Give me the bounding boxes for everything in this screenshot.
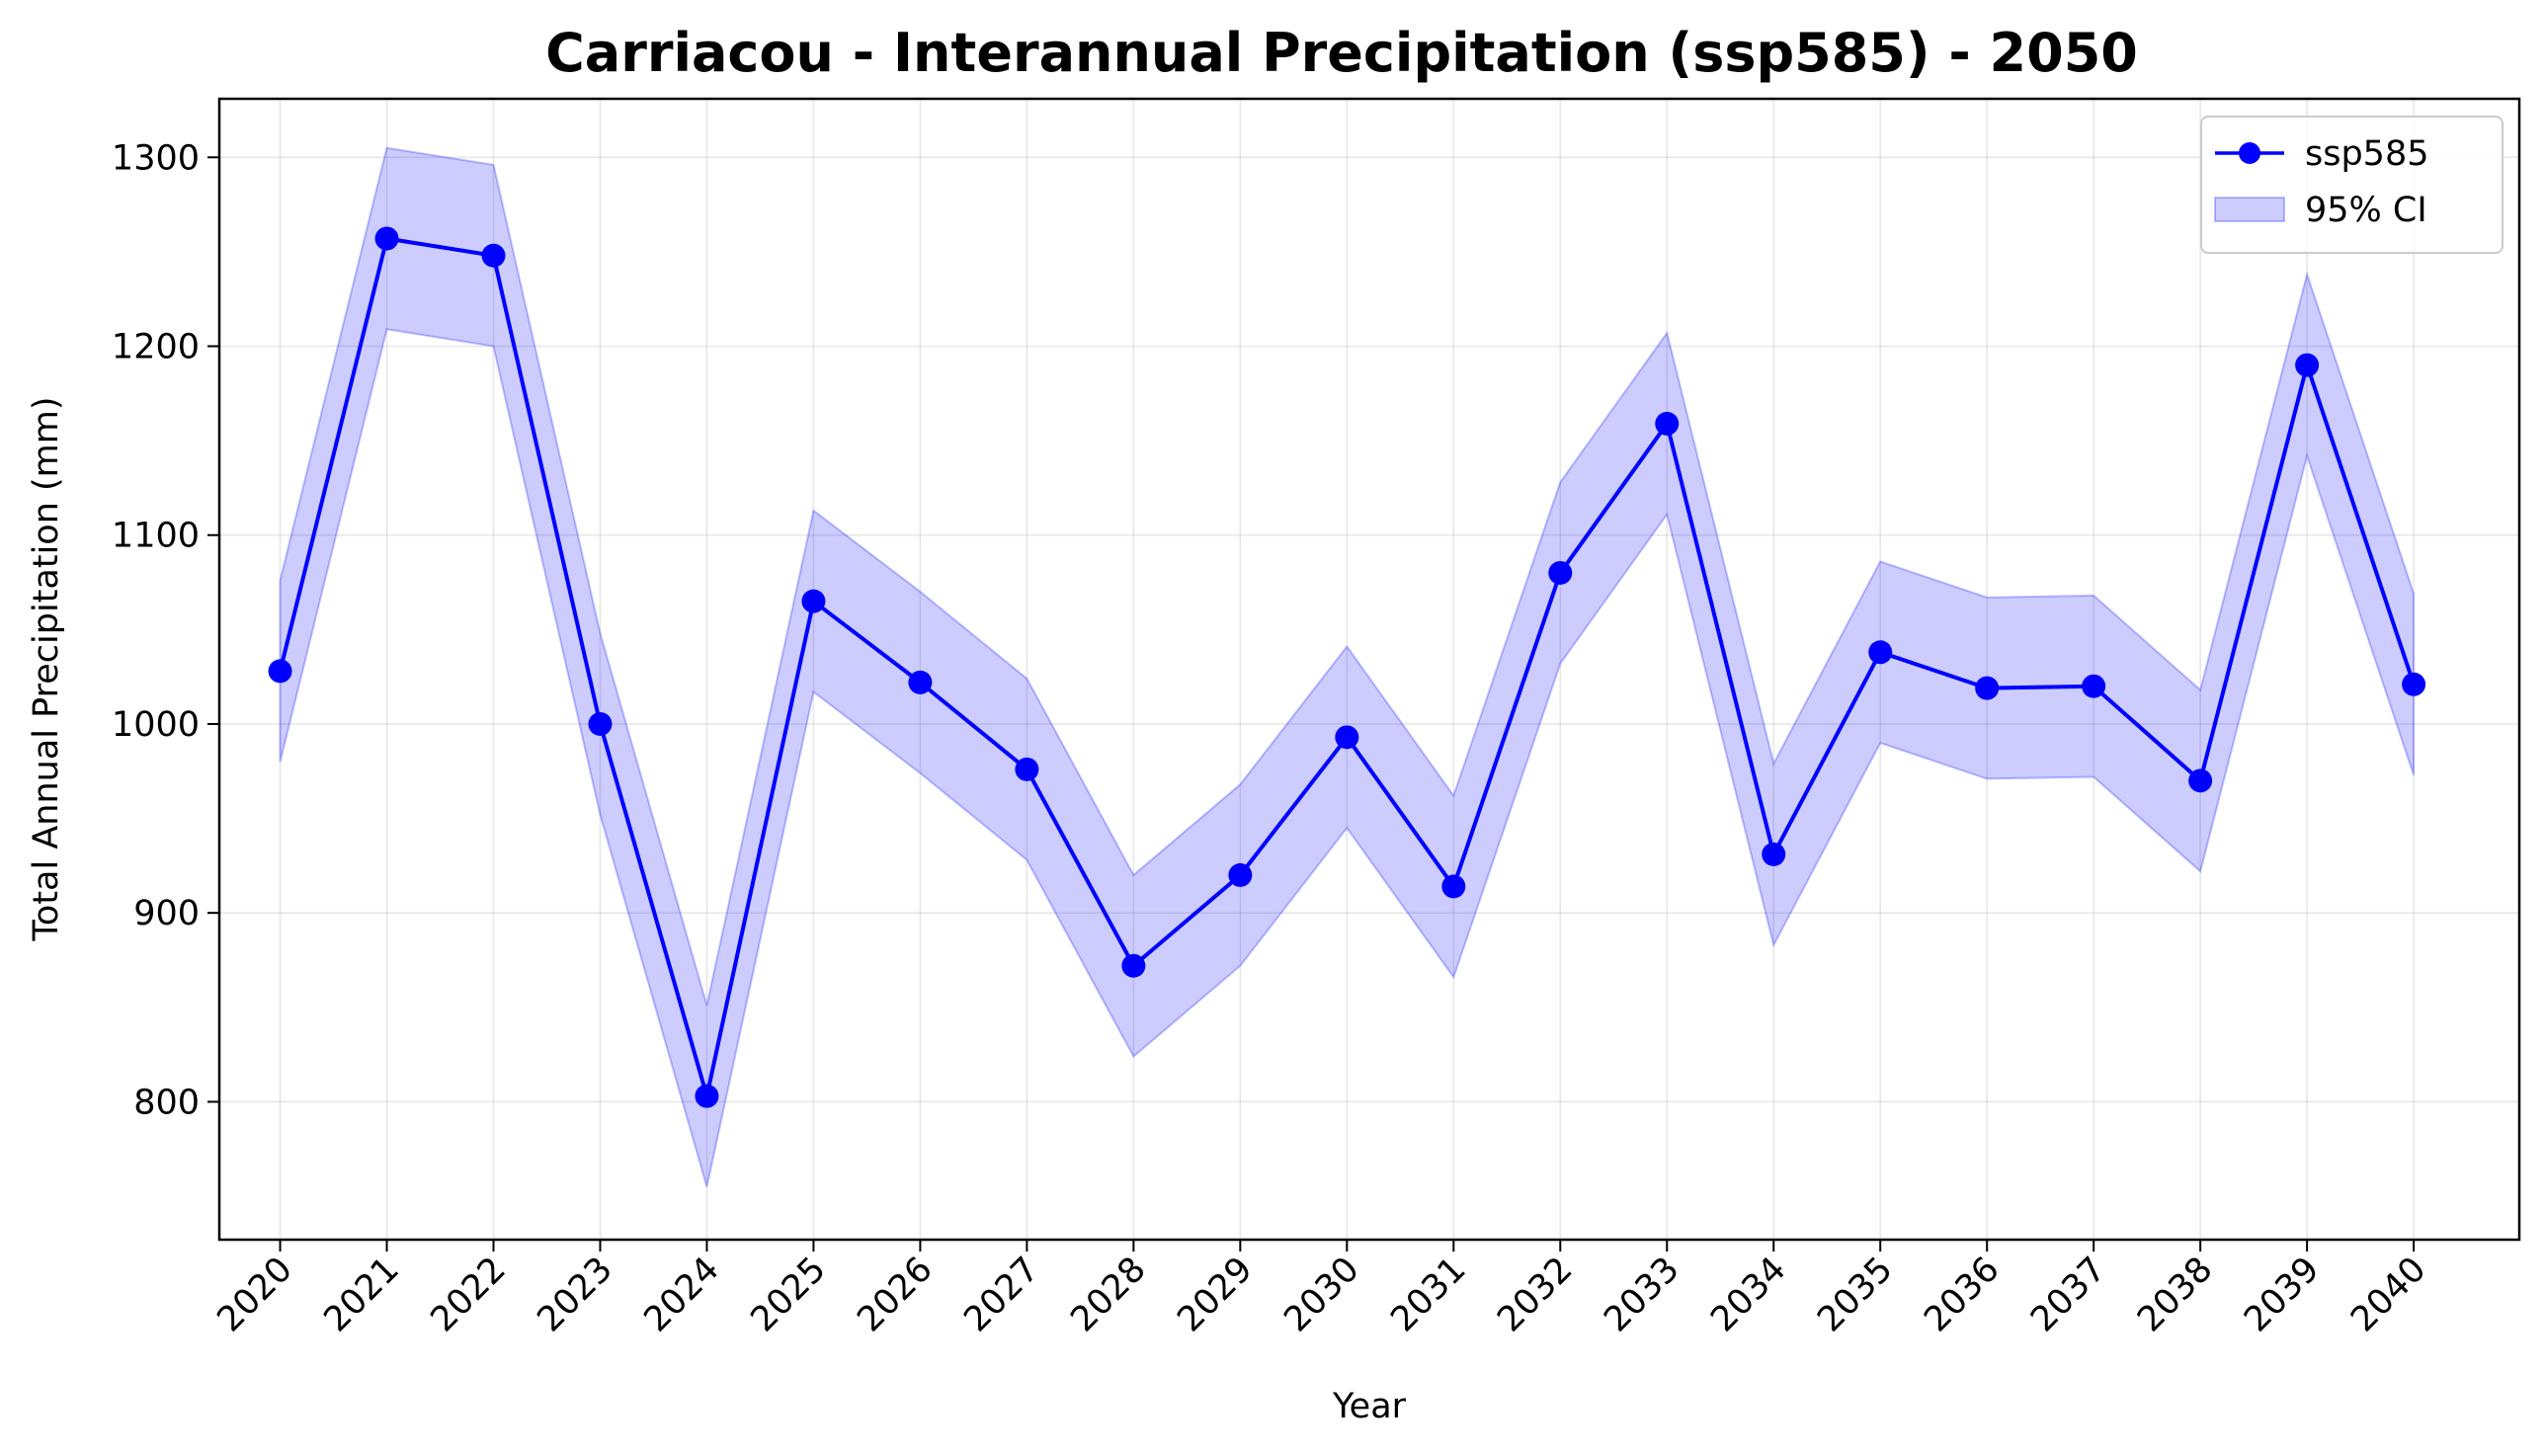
data-point	[695, 1084, 719, 1108]
data-point	[2295, 353, 2320, 377]
legend: ssp585 95% CI	[2200, 116, 2504, 254]
data-point	[1762, 842, 1786, 866]
data-point	[2188, 768, 2213, 793]
y-tick-label: 1000	[112, 705, 200, 745]
legend-label-ssp585: ssp585	[2305, 134, 2429, 174]
chart-title: Carriacou - Interannual Precipitation (s…	[545, 22, 2138, 84]
data-point	[1335, 725, 1359, 750]
y-axis-ticks: 800 900 1000 1100 1200 1300	[112, 138, 219, 1122]
data-point	[1655, 411, 1680, 436]
y-tick-label: 800	[133, 1083, 200, 1122]
grid-lines	[219, 99, 2519, 1240]
data-point	[1015, 757, 1039, 781]
x-axis-label: Year	[1332, 1387, 1407, 1426]
data-point	[1121, 953, 1146, 978]
legend-box	[2200, 116, 2504, 254]
plot-area-frame	[217, 97, 2521, 1242]
confidence-band-layer	[279, 146, 2416, 1187]
y-tick-label: 1300	[112, 138, 200, 178]
legend-marker-swatch	[2239, 142, 2260, 164]
y-axis-label: Total Annual Precipitation (mm)	[27, 396, 66, 941]
legend-band-swatch	[2214, 197, 2285, 222]
data-point	[481, 243, 506, 268]
data-point	[908, 670, 933, 694]
legend-label-ci: 95% CI	[2305, 191, 2427, 230]
data-point	[374, 226, 399, 251]
data-points-layer	[268, 226, 2426, 1108]
data-point	[1441, 874, 1466, 899]
data-point	[2402, 672, 2426, 696]
data-point	[1228, 862, 1253, 887]
data-point	[2082, 674, 2106, 698]
data-point	[1975, 676, 2000, 700]
data-point	[1868, 640, 1893, 665]
data-point	[801, 589, 826, 613]
data-point	[268, 659, 292, 684]
y-tick-label: 1100	[112, 517, 200, 556]
data-point	[1548, 560, 1573, 585]
confidence-band	[279, 146, 2416, 1187]
y-tick-label: 900	[133, 894, 200, 933]
y-tick-label: 1200	[112, 328, 200, 367]
data-point	[588, 711, 613, 736]
